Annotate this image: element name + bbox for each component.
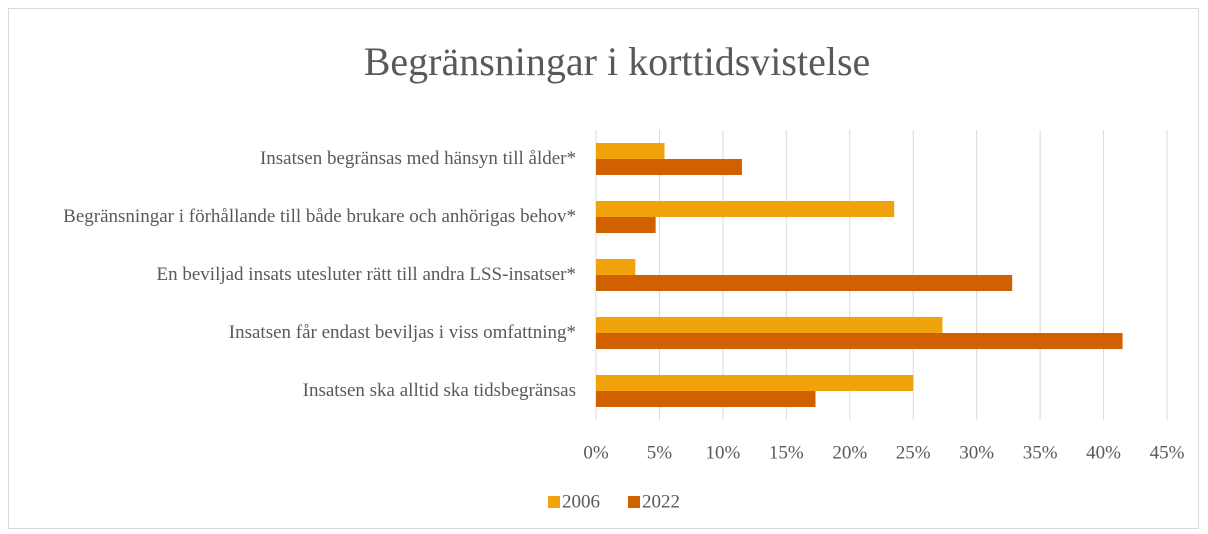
legend-label: 2006 — [562, 491, 600, 512]
x-tick-label: 45% — [1150, 442, 1185, 463]
bar — [596, 391, 816, 407]
y-tick-label: Insatsen ska alltid ska tidsbegränsas — [302, 380, 576, 401]
bar — [596, 375, 914, 391]
x-tick-label: 10% — [705, 442, 740, 463]
x-tick-label: 35% — [1023, 442, 1058, 463]
x-tick-label: 20% — [832, 442, 867, 463]
bar — [596, 201, 895, 217]
bar — [596, 333, 1123, 349]
x-tick-label: 30% — [959, 442, 994, 463]
x-tick-label: 40% — [1086, 442, 1121, 463]
x-tick-label: 0% — [583, 442, 609, 463]
bar — [596, 317, 943, 333]
legend-swatch — [548, 496, 560, 508]
bar — [596, 143, 665, 159]
chart-frame — [8, 8, 1199, 529]
bar — [596, 217, 656, 233]
x-tick-label: 5% — [647, 442, 673, 463]
y-tick-label: Begränsningar i förhållande till både br… — [63, 206, 576, 227]
bar — [596, 159, 742, 175]
bar — [596, 275, 1013, 291]
legend-swatch — [628, 496, 640, 508]
x-tick-label: 25% — [896, 442, 931, 463]
chart-title: Begränsningar i korttidsvistelse — [364, 39, 871, 84]
legend-label: 2022 — [642, 491, 680, 512]
y-tick-label: En beviljad insats utesluter rätt till a… — [156, 264, 577, 285]
x-tick-label: 15% — [769, 442, 804, 463]
y-tick-label: Insatsen får endast beviljas i viss omfa… — [228, 322, 576, 343]
y-tick-label: Insatsen begränsas med hänsyn till ålder… — [259, 148, 576, 169]
bar — [596, 259, 636, 275]
